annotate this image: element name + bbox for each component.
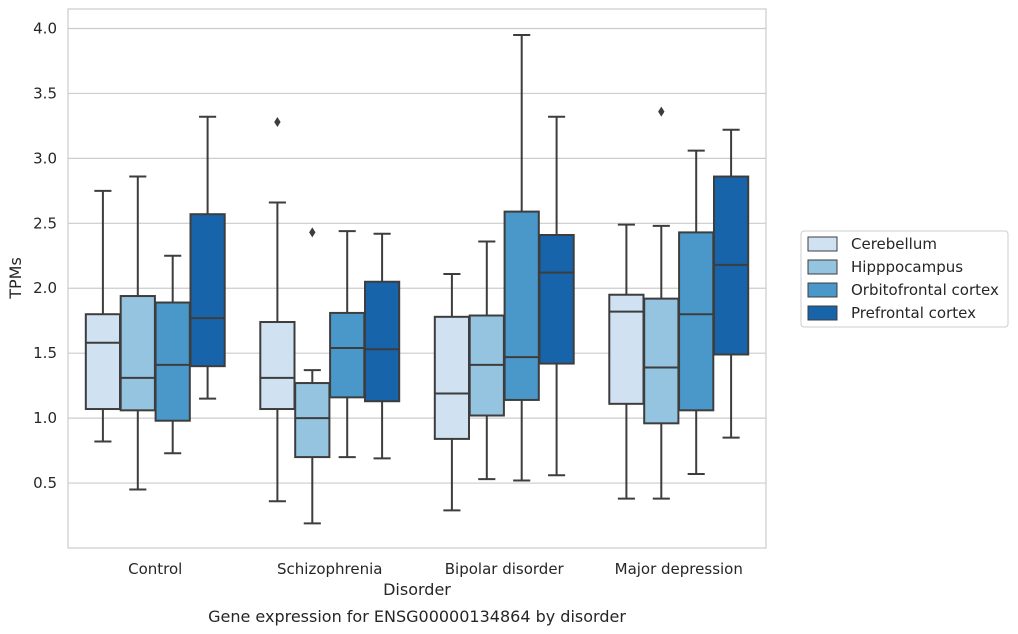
box-group [643, 106, 680, 500]
box [189, 213, 226, 368]
box-group [503, 33, 540, 482]
box [119, 295, 156, 412]
x-tick-label: Bipolar disorder [445, 560, 565, 578]
chart-caption: Gene expression for ENSG00000134864 by d… [208, 607, 626, 626]
outlier-point [658, 106, 665, 117]
box-group [189, 115, 226, 400]
y-tick-label: 1.5 [33, 344, 57, 362]
box-group [329, 230, 366, 459]
box-group [608, 223, 645, 500]
legend-swatch [807, 282, 838, 298]
y-tick-label: 4.0 [33, 19, 57, 37]
box-group [294, 227, 331, 525]
x-tick-label: Major depression [615, 560, 743, 578]
y-tick-label: 3.5 [33, 84, 57, 102]
box-group [538, 115, 575, 477]
box [643, 297, 680, 425]
box-group [363, 232, 401, 460]
box [294, 382, 331, 459]
outlier-point [274, 116, 281, 127]
box [433, 315, 471, 440]
box [154, 301, 191, 422]
legend-label: Orbitofrontal cortex [851, 281, 999, 299]
legend-label: Prefrontal cortex [851, 304, 976, 322]
y-tick-label: 2.0 [33, 279, 57, 297]
y-tick-label: 1.0 [33, 409, 57, 427]
box [84, 313, 122, 411]
box-group [433, 272, 471, 512]
box [503, 210, 540, 401]
box-group [712, 128, 750, 439]
y-tick-label: 3.0 [33, 149, 57, 167]
box [363, 280, 401, 403]
legend-swatch [807, 259, 838, 275]
x-tick-labels: Control Schizophrenia Bipolar disorder Majo… [128, 560, 743, 578]
box [259, 321, 296, 411]
box-group [468, 240, 505, 481]
box-group [154, 254, 191, 455]
plot-area-frame [67, 8, 767, 549]
x-tick-label: Control [128, 560, 182, 578]
box [608, 293, 645, 405]
box [329, 311, 366, 399]
x-tick-label: Schizophrenia [277, 560, 382, 578]
y-tick-labels: 0.5 1.0 1.5 2.0 2.5 3.0 3.5 4.0 [33, 19, 57, 492]
legend-swatch [807, 236, 838, 252]
y-tick-label: 0.5 [33, 474, 57, 492]
box [538, 233, 575, 365]
x-axis-label: Disorder [383, 580, 451, 599]
legend-frame [800, 230, 1009, 328]
box-group [84, 189, 122, 443]
box-group [259, 116, 296, 503]
box [678, 231, 715, 412]
box-group [678, 149, 715, 475]
y-axis-label: TPMs [6, 257, 25, 300]
legend-swatch [807, 305, 838, 321]
box-layer [84, 33, 750, 525]
legend-label: Hipppocampus [851, 258, 963, 276]
legend-label: Cerebellum [851, 235, 937, 253]
legend: Cerebellum Hipppocampus Orbitofrontal cort… [800, 230, 1009, 328]
y-tick-label: 2.5 [33, 214, 57, 232]
outlier-point [309, 227, 316, 238]
